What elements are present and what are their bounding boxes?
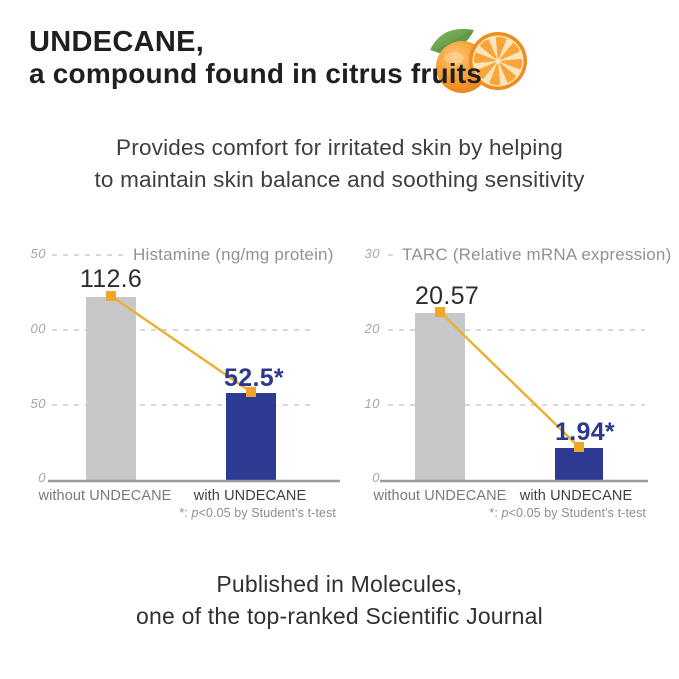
chart-histamine: 50 00 50 0 Histamine (ng/mg protein) 112… [0, 230, 340, 530]
marker-square [574, 442, 584, 452]
bar-without-undecane [415, 313, 465, 481]
y-tick: 50 [30, 396, 46, 411]
y-tick: 10 [364, 396, 380, 411]
value-label-with: 52.5* [224, 364, 284, 392]
main-title-line1: UNDECANE, [29, 26, 205, 58]
marker-square [246, 387, 256, 397]
significance-footnote: *: p<0.05 by Student’s t-test [179, 506, 336, 520]
y-tick: 20 [364, 321, 380, 336]
y-tick: 30 [364, 246, 380, 261]
tarc-plot [380, 254, 648, 483]
significance-footnote: *: p<0.05 by Student’s t-test [489, 506, 646, 520]
marker-square [106, 291, 116, 301]
bar-with-undecane [226, 393, 276, 481]
trend-connector-line [439, 311, 580, 448]
value-label-with: 1.94* [555, 418, 615, 446]
cut-orange-shape [469, 31, 527, 90]
x-label-with: with UNDECANE [519, 488, 633, 504]
bar-with-undecane [555, 448, 603, 481]
y-tick: 0 [372, 470, 380, 485]
subtitle-line2: to maintain skin balance and soothing se… [94, 167, 585, 192]
publication-note-line2: one of the top-ranked Scientific Journal [136, 603, 543, 629]
y-tick: 00 [30, 321, 46, 336]
bar-without-undecane [86, 297, 136, 481]
main-title-line2: a compound found in citrus fruits [29, 58, 483, 89]
subtitle: Provides comfort for irritated skin by h… [0, 132, 679, 196]
publication-note-line1: Published in Molecules, [216, 571, 463, 597]
chart-title: TARC (Relative mRNA expression) [402, 245, 672, 264]
value-label-without: 112.6 [79, 265, 143, 293]
leaf-shape [430, 28, 474, 54]
y-tick: 50 [30, 246, 46, 261]
value-label-without: 20.57 [414, 282, 480, 310]
publication-note: Published in Molecules, one of the top-r… [0, 568, 679, 632]
trend-connector-line [110, 294, 252, 394]
orange-fruit-icon [430, 28, 527, 93]
subtitle-line1: Provides comfort for irritated skin by h… [116, 135, 563, 160]
chart-title: Histamine (ng/mg protein) [133, 245, 334, 264]
y-tick: 0 [38, 470, 46, 485]
x-label-without: without UNDECANE [373, 488, 507, 504]
histamine-plot [48, 254, 340, 483]
x-label-with: with UNDECANE [193, 488, 307, 504]
marker-square [435, 307, 445, 317]
x-label-without: without UNDECANE [38, 488, 172, 504]
chart-tarc: 30 20 10 0 TARC (Relative mRNA expressio… [340, 230, 679, 530]
